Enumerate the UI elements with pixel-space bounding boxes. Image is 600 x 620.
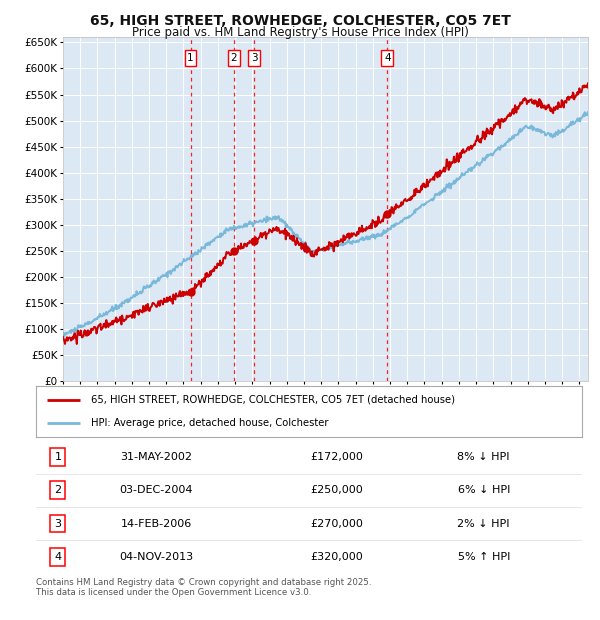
Text: £172,000: £172,000 [310,452,363,462]
Text: 2% ↓ HPI: 2% ↓ HPI [457,518,510,528]
Text: 2: 2 [230,53,237,63]
Text: 8% ↓ HPI: 8% ↓ HPI [457,452,510,462]
Text: 4: 4 [384,53,391,63]
Text: 6% ↓ HPI: 6% ↓ HPI [458,485,510,495]
Text: £250,000: £250,000 [310,485,362,495]
Text: 65, HIGH STREET, ROWHEDGE, COLCHESTER, CO5 7ET (detached house): 65, HIGH STREET, ROWHEDGE, COLCHESTER, C… [91,395,455,405]
Text: 3: 3 [55,518,61,528]
Text: 5% ↑ HPI: 5% ↑ HPI [458,552,510,562]
Text: £270,000: £270,000 [310,518,363,528]
Text: 14-FEB-2006: 14-FEB-2006 [121,518,192,528]
Text: 3: 3 [251,53,258,63]
Text: 04-NOV-2013: 04-NOV-2013 [119,552,193,562]
Text: 1: 1 [187,53,194,63]
Text: 4: 4 [54,552,61,562]
Text: 1: 1 [55,452,61,462]
Text: 65, HIGH STREET, ROWHEDGE, COLCHESTER, CO5 7ET: 65, HIGH STREET, ROWHEDGE, COLCHESTER, C… [89,14,511,28]
Text: 2: 2 [54,485,61,495]
Text: Contains HM Land Registry data © Crown copyright and database right 2025.
This d: Contains HM Land Registry data © Crown c… [36,578,371,597]
Text: £320,000: £320,000 [310,552,362,562]
Text: 31-MAY-2002: 31-MAY-2002 [120,452,192,462]
Text: 03-DEC-2004: 03-DEC-2004 [119,485,193,495]
Text: HPI: Average price, detached house, Colchester: HPI: Average price, detached house, Colc… [91,418,328,428]
Text: Price paid vs. HM Land Registry's House Price Index (HPI): Price paid vs. HM Land Registry's House … [131,26,469,39]
